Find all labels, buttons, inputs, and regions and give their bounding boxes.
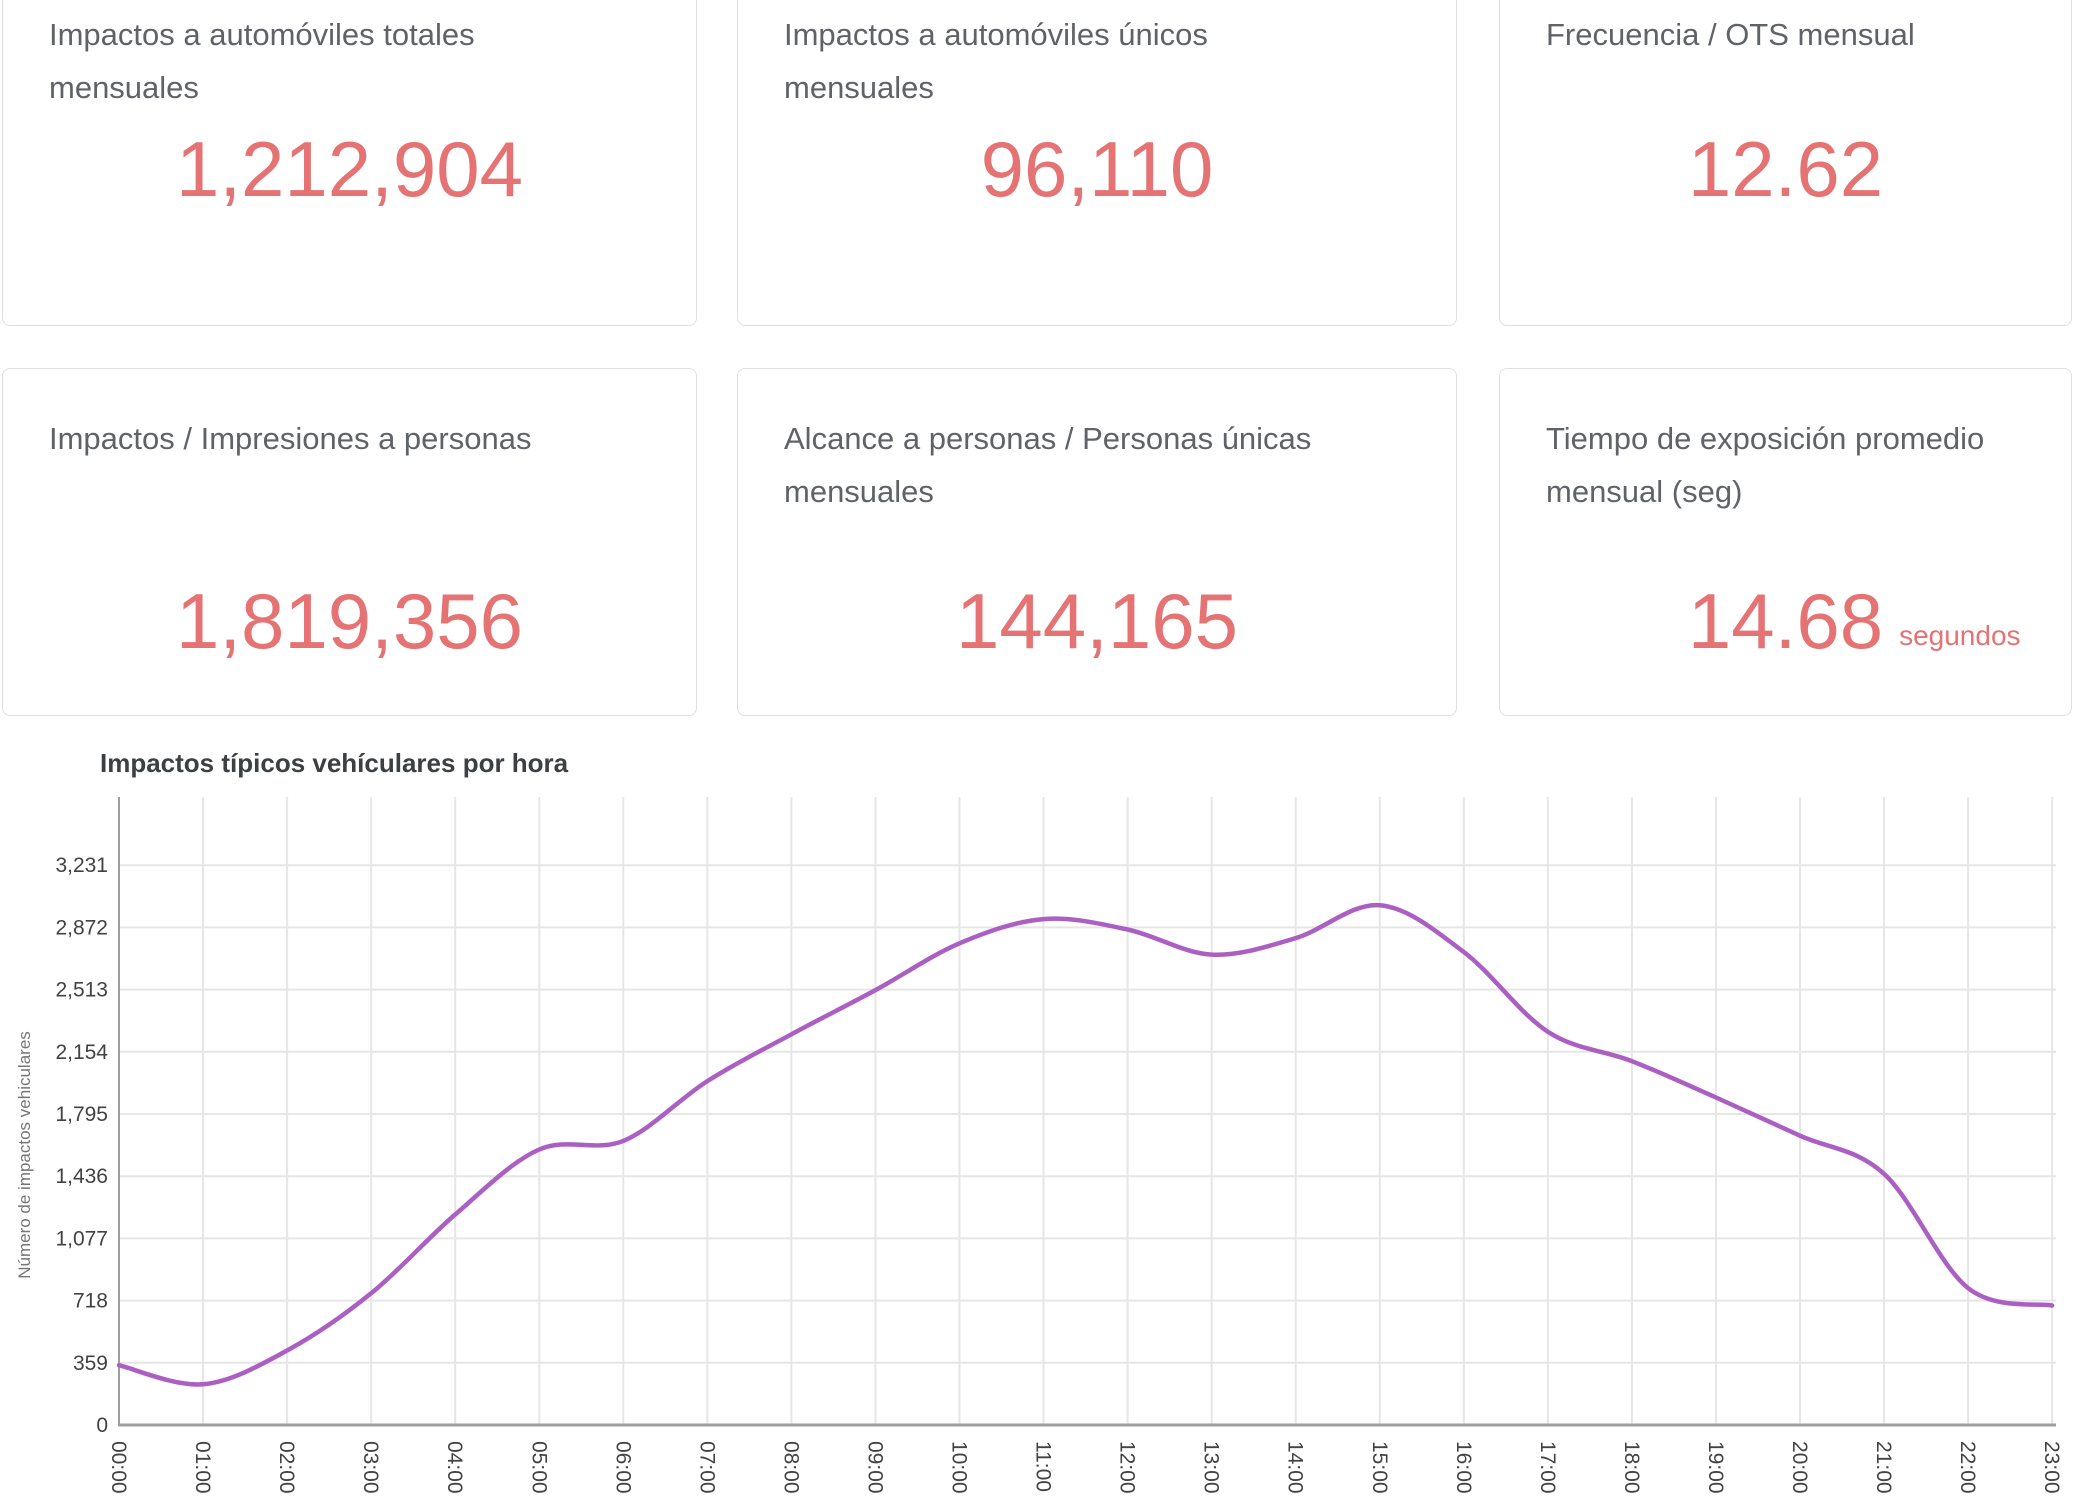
y-tick-label: 0: [96, 1414, 108, 1437]
y-tick-label: 1,077: [55, 1227, 108, 1250]
kpi-card-impactos-unicos: Impactos a automóviles únicos mensuales …: [737, 0, 1457, 326]
x-tick-label: 01:00: [191, 1441, 214, 1494]
x-tick-label: 13:00: [1200, 1441, 1223, 1494]
x-tick-label: 22:00: [1956, 1441, 1979, 1494]
y-tick-label: 1,436: [55, 1165, 108, 1188]
y-tick-label: 359: [73, 1352, 108, 1375]
kpi-card-value: 1,212,904: [175, 125, 523, 213]
kpi-card-value: 1,819,356: [175, 577, 523, 665]
x-tick-label: 15:00: [1368, 1441, 1391, 1494]
kpi-card-tiempo-exposicion: Tiempo de exposición promedio mensual (s…: [1499, 368, 2072, 716]
x-tick-label: 20:00: [1788, 1441, 1811, 1494]
kpi-card-impresiones-personas: Impactos / Impresiones a personas 1,819,…: [2, 368, 697, 716]
kpi-card-value: 144,165: [956, 577, 1238, 665]
x-tick-label: 08:00: [779, 1441, 802, 1494]
kpi-card-title: Frecuencia / OTS mensual: [1546, 17, 1915, 52]
kpi-card-value: 14.68: [1687, 577, 1884, 665]
x-tick-label: 17:00: [1536, 1441, 1559, 1494]
x-tick-label: 04:00: [443, 1441, 466, 1494]
x-tick-label: 23:00: [2040, 1441, 2063, 1494]
kpi-card-value: 96,110: [980, 125, 1214, 213]
hourly-impacts-chart[interactable]: 0 359 718 1,077 1,436 1,795 2,154 2,513 2,872 3,2…: [0, 780, 2083, 1504]
y-tick-label: 2,872: [55, 916, 108, 939]
x-tick-label: 19:00: [1704, 1441, 1727, 1494]
x-tick-label: 11:00: [1032, 1441, 1055, 1492]
x-tick-label: 06:00: [611, 1441, 634, 1494]
kpi-card-title: Tiempo de exposición promedio mensual (s…: [1546, 421, 1985, 509]
x-tick-label: 21:00: [1872, 1441, 1895, 1494]
x-tick-label: 07:00: [695, 1441, 718, 1494]
x-tick-label: 09:00: [863, 1441, 886, 1494]
impacts-line-series: [116, 902, 2055, 1387]
x-tick-label: 00:00: [107, 1441, 130, 1494]
x-tick-label: 10:00: [948, 1441, 971, 1494]
kpi-card-title: Impactos a automóviles totales mensuales: [49, 17, 475, 105]
y-tick-label: 2,154: [55, 1041, 108, 1064]
y-tick-label: 2,513: [55, 979, 108, 1002]
kpi-card-title: Impactos / Impresiones a personas: [49, 421, 532, 456]
kpi-card-value-suffix: segundos: [1899, 620, 2021, 651]
kpi-card-alcance-personas: Alcance a personas / Personas únicas men…: [737, 368, 1457, 716]
y-axis-title: Número de impactos vehiculares: [15, 1031, 34, 1279]
kpi-card-title: Impactos a automóviles únicos mensuales: [784, 17, 1208, 105]
x-tick-label: 03:00: [359, 1441, 382, 1494]
kpi-card-title: Alcance a personas / Personas únicas men…: [784, 421, 1312, 509]
x-tick-label: 02:00: [275, 1441, 298, 1494]
y-tick-label: 718: [73, 1290, 108, 1313]
x-tick-label: 12:00: [1116, 1441, 1139, 1494]
x-tick-label: 14:00: [1284, 1441, 1307, 1494]
kpi-card-frecuencia-ots: Frecuencia / OTS mensual 12.62: [1499, 0, 2072, 326]
y-tick-label: 3,231: [55, 854, 108, 877]
kpi-card-impactos-totales: Impactos a automóviles totales mensuales…: [2, 0, 697, 326]
chart-title: Impactos típicos vehículares por hora: [100, 748, 569, 778]
x-tick-label: 16:00: [1452, 1441, 1475, 1494]
y-tick-label: 1,795: [55, 1103, 108, 1126]
x-tick-label: 18:00: [1620, 1441, 1643, 1494]
kpi-card-value: 12.62: [1687, 125, 1884, 213]
x-tick-label: 05:00: [527, 1441, 550, 1494]
